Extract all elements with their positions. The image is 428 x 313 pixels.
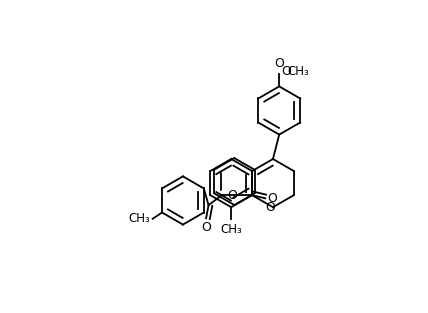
Text: O: O bbox=[274, 57, 284, 70]
Text: O: O bbox=[281, 65, 291, 79]
Text: CH₃: CH₃ bbox=[220, 223, 242, 236]
Text: O: O bbox=[227, 189, 237, 202]
Text: CH₃: CH₃ bbox=[287, 65, 309, 79]
Text: CH₃: CH₃ bbox=[128, 212, 150, 225]
Text: O: O bbox=[201, 221, 211, 234]
Text: O: O bbox=[267, 192, 276, 205]
Text: O: O bbox=[265, 201, 275, 214]
